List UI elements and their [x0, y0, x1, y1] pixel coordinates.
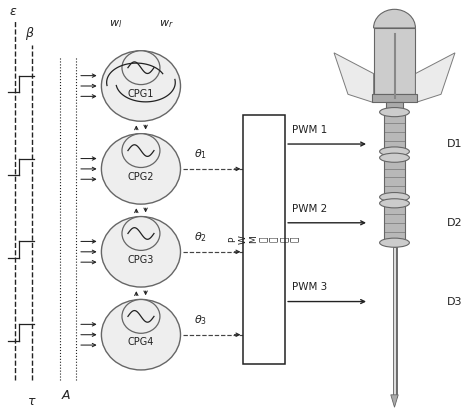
Bar — [373, 28, 416, 94]
Ellipse shape — [380, 199, 410, 208]
Polygon shape — [416, 53, 455, 103]
Text: $\theta_{1}$: $\theta_{1}$ — [195, 147, 207, 161]
Polygon shape — [334, 53, 373, 103]
Ellipse shape — [380, 238, 410, 247]
Text: $\varepsilon$: $\varepsilon$ — [9, 5, 17, 18]
Text: D1: D1 — [447, 139, 463, 149]
Bar — [384, 205, 405, 241]
Circle shape — [122, 51, 160, 85]
Text: CPG4: CPG4 — [128, 337, 154, 347]
Bar — [384, 160, 405, 195]
Text: $\tau$: $\tau$ — [27, 395, 37, 408]
Text: $\theta_{2}$: $\theta_{2}$ — [195, 230, 207, 244]
Bar — [384, 114, 405, 150]
Text: $\beta$: $\beta$ — [25, 26, 35, 42]
Circle shape — [122, 217, 160, 251]
Circle shape — [102, 300, 181, 370]
Text: PWM 2: PWM 2 — [292, 204, 328, 214]
Ellipse shape — [380, 192, 410, 202]
Bar — [386, 102, 403, 112]
Text: CPG3: CPG3 — [128, 255, 154, 264]
Ellipse shape — [380, 153, 410, 162]
Wedge shape — [373, 9, 416, 28]
Ellipse shape — [380, 108, 410, 116]
Text: $w_l$: $w_l$ — [109, 18, 122, 30]
Circle shape — [122, 134, 160, 168]
Bar — [372, 94, 417, 102]
Circle shape — [102, 134, 181, 204]
Circle shape — [102, 51, 181, 121]
Text: PWM 3: PWM 3 — [292, 282, 328, 292]
Text: $A$: $A$ — [61, 388, 72, 401]
Circle shape — [122, 300, 160, 333]
Text: D2: D2 — [447, 218, 463, 228]
Text: D3: D3 — [447, 297, 463, 307]
Text: PWM 1: PWM 1 — [292, 125, 328, 135]
Text: CPG1: CPG1 — [128, 89, 154, 99]
Text: CPG2: CPG2 — [128, 172, 154, 182]
Text: P
W
M
波
生
成
器: P W M 波 生 成 器 — [228, 235, 300, 244]
Polygon shape — [391, 395, 398, 407]
Text: $\theta_{3}$: $\theta_{3}$ — [195, 313, 207, 327]
Text: $w_r$: $w_r$ — [159, 18, 174, 30]
Circle shape — [102, 217, 181, 287]
Bar — [243, 115, 285, 364]
Ellipse shape — [380, 147, 410, 156]
